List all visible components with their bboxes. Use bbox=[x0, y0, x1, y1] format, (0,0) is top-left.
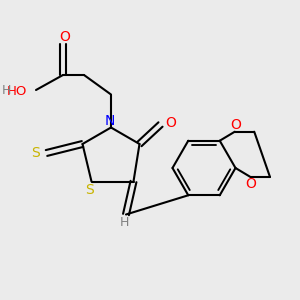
Text: HO: HO bbox=[7, 85, 28, 98]
Text: O: O bbox=[165, 116, 176, 130]
Text: O: O bbox=[230, 118, 241, 132]
Text: H: H bbox=[120, 216, 129, 230]
Text: O: O bbox=[59, 30, 70, 44]
Text: S: S bbox=[85, 183, 94, 196]
Text: S: S bbox=[31, 146, 40, 160]
Text: H: H bbox=[2, 84, 11, 98]
Text: O: O bbox=[246, 177, 256, 190]
Text: N: N bbox=[104, 114, 115, 128]
